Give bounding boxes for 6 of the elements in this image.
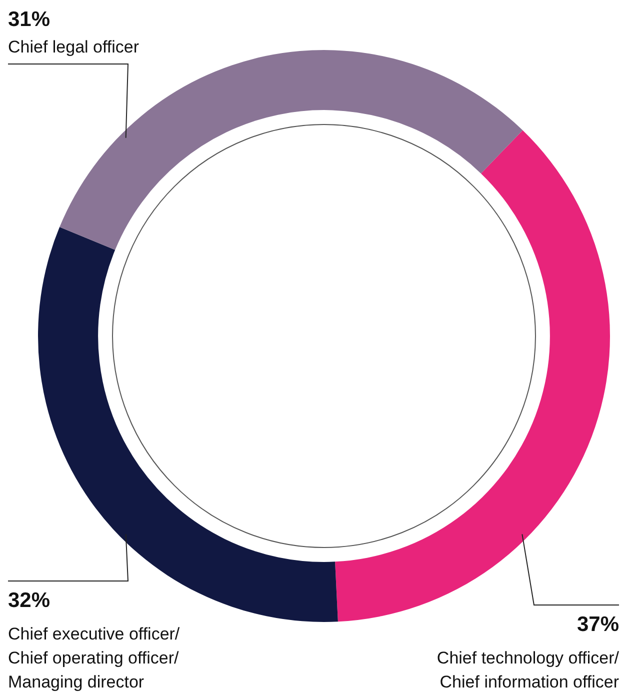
data-label: 31% [8, 8, 50, 31]
slice-label: Chief executive officer/ Chief operating officer/ Managing director [8, 624, 180, 692]
data-label: 37% [576, 612, 620, 636]
data-label: 32% [8, 588, 50, 612]
slice-label: Chief technology officer/ Chief information officer [436, 648, 620, 692]
slice-label: Chief legal officer [8, 38, 140, 57]
